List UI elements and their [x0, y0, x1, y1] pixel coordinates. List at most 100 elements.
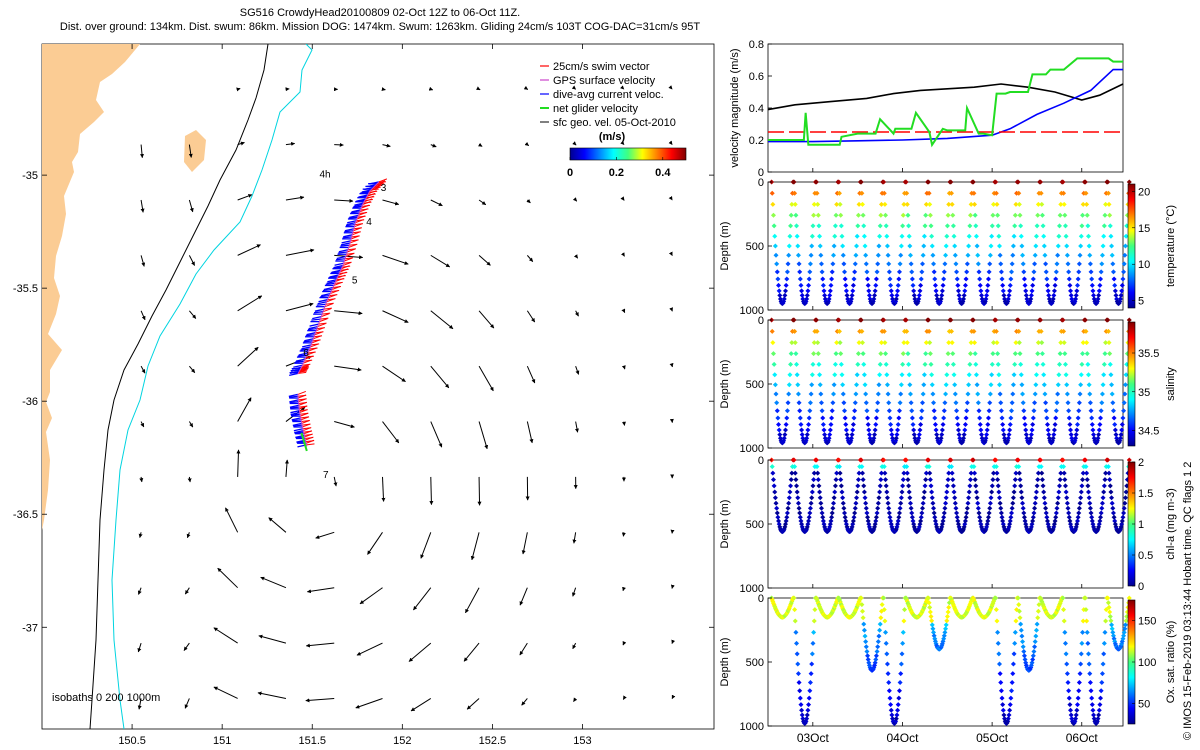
profile-point — [1073, 296, 1079, 302]
profile-point — [1084, 477, 1090, 483]
profile-point — [999, 695, 1005, 701]
profile-point — [1058, 340, 1064, 346]
profile-point — [1066, 269, 1072, 275]
profile-point — [1034, 223, 1040, 229]
profile-point — [831, 382, 837, 388]
profile-point — [1012, 212, 1018, 218]
profile-point — [1119, 282, 1125, 288]
profile-point — [1080, 340, 1086, 346]
profile-point — [1038, 328, 1044, 334]
profile-point — [888, 518, 894, 524]
profile-point — [1028, 296, 1034, 302]
profile-point — [1018, 223, 1024, 229]
profile-point — [895, 707, 901, 713]
dac-vector — [353, 203, 363, 208]
profile-colorbar-tick-label: 1.5 — [1138, 488, 1153, 500]
profile-point — [852, 408, 858, 414]
profile-point — [875, 391, 881, 397]
profile-point — [1030, 421, 1036, 427]
profile-point — [807, 510, 813, 516]
profile-point — [1053, 415, 1059, 421]
profile-point — [1122, 391, 1128, 397]
velocity-arrow — [526, 310, 536, 323]
profile-point — [1062, 212, 1068, 218]
profile-point — [897, 400, 903, 406]
profile-point — [996, 233, 1002, 239]
profile-point — [1100, 382, 1106, 388]
profile-point — [786, 391, 792, 397]
profile-point — [1086, 651, 1092, 657]
profile-point — [843, 427, 849, 433]
profile-point — [889, 292, 895, 298]
swim-vector — [341, 265, 350, 270]
dac-vector — [344, 228, 354, 232]
profile-point — [860, 477, 866, 483]
swim-vector — [301, 419, 310, 424]
profile-point — [984, 427, 990, 433]
dac-vector — [340, 242, 351, 246]
profile-point — [1121, 400, 1127, 406]
swim-vector — [305, 436, 314, 441]
profile-point — [1011, 651, 1017, 657]
profile-point — [944, 613, 950, 619]
profile-point — [786, 495, 792, 501]
profile-point — [1064, 252, 1070, 258]
profile-point — [888, 282, 894, 288]
velocity-arrow — [575, 310, 579, 317]
profile-point — [810, 361, 816, 367]
velocity-arrow — [429, 476, 434, 506]
profile-point — [899, 233, 905, 239]
profile-point — [943, 626, 949, 632]
profile-point — [1079, 483, 1085, 489]
profile-point — [909, 408, 915, 414]
profile-point — [1099, 680, 1105, 686]
profile-point — [944, 361, 950, 367]
profile-point — [927, 604, 933, 610]
profile-point — [995, 212, 1001, 218]
profile-point — [821, 288, 827, 294]
profile-point — [1095, 296, 1101, 302]
profile-point — [1010, 243, 1016, 249]
profile-point — [931, 261, 937, 267]
profile-point — [873, 653, 879, 659]
profile-point — [968, 201, 974, 207]
profile-point — [944, 618, 950, 624]
velocity-arrow — [140, 255, 146, 267]
profile-point — [843, 421, 849, 427]
profile-point — [901, 618, 907, 624]
profile-point — [850, 427, 856, 433]
profile-point — [1080, 201, 1086, 207]
profile-point — [1058, 201, 1064, 207]
dac-vector — [350, 211, 360, 214]
profile-point — [1112, 518, 1118, 524]
profile-point — [886, 400, 892, 406]
swim-vector — [355, 219, 364, 224]
profile-point — [1017, 351, 1023, 357]
profile-point — [1111, 276, 1117, 282]
profile-point — [945, 351, 951, 357]
profile-point — [923, 477, 929, 483]
swim-vector — [297, 390, 307, 395]
profile-point — [952, 243, 958, 249]
profile-point — [773, 391, 779, 397]
profile-point — [1010, 495, 1016, 501]
profile-point — [787, 489, 793, 495]
swim-vector — [303, 427, 312, 432]
profile-point — [821, 427, 827, 433]
profile-point — [911, 427, 917, 433]
profile-point — [1096, 707, 1102, 713]
profile-point — [1079, 361, 1085, 367]
profile-point — [1051, 288, 1057, 294]
profile-frame — [767, 459, 1124, 589]
profile-point — [809, 372, 815, 378]
swim-vector — [345, 253, 354, 257]
profile-point — [876, 243, 882, 249]
map-xtick-label: 152 — [393, 735, 411, 747]
profile-point — [1030, 653, 1036, 659]
swim-vector — [326, 298, 335, 303]
profile-point — [1121, 505, 1127, 511]
swim-vector — [298, 371, 307, 374]
profile-point — [830, 500, 836, 506]
profile-point — [1038, 457, 1044, 463]
